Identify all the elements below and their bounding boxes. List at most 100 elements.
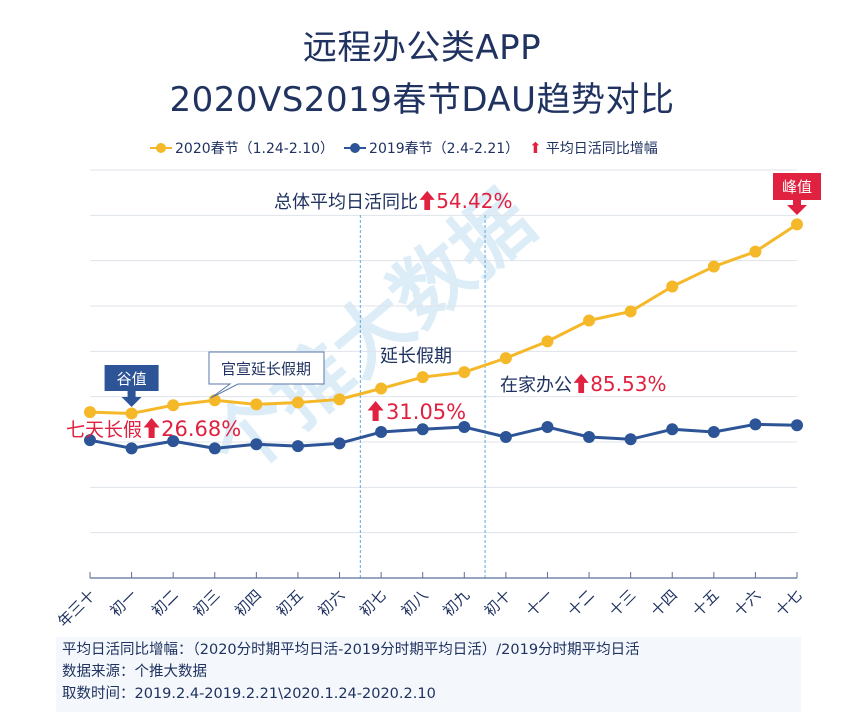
- legend-label-2020: 2020春节（1.24-2.10）: [175, 141, 335, 157]
- series-2020-point: [624, 305, 637, 318]
- x-tick-label: 初一: [106, 586, 140, 620]
- x-tick-label: 初四: [231, 586, 265, 620]
- overall-growth-value: 54.42%: [436, 189, 512, 213]
- x-tick-labels: 年三十 初一 初二 初三 初四 初五 初六 初七 初八 初九 初十 十一 十二 十三 十四 十五 十六 十七: [54, 586, 806, 631]
- seven-day-growth-value: 26.68%: [161, 417, 241, 441]
- home-office-growth-value: 85.53%: [590, 372, 666, 396]
- series-2020-point: [791, 218, 803, 231]
- chart-title-line1: 远程办公类APP: [302, 28, 542, 68]
- period-dividers: [359, 215, 486, 580]
- x-tick-label: 初七: [356, 586, 390, 620]
- gridlines: [90, 169, 797, 534]
- extended-holiday-value: 31.05%: [386, 400, 466, 424]
- series-2020-point: [333, 393, 346, 406]
- series-2020-point: [458, 366, 471, 379]
- up-arrow-icon: [419, 190, 435, 210]
- x-tick-label: 初二: [148, 586, 182, 620]
- series-2019-point: [624, 433, 637, 446]
- footnote-formula: 平均日活同比增幅：（2020分时期平均日活-2019分时期平均日活）/2019分…: [62, 642, 640, 658]
- series-2020-point: [583, 314, 596, 327]
- extended-holiday-label: 延长假期: [380, 346, 452, 367]
- valley-badge: [104, 365, 159, 391]
- x-axis: [89, 572, 798, 579]
- series-lines: [84, 218, 803, 455]
- up-arrow-icon: [367, 400, 384, 421]
- x-tick-label: 初五: [273, 586, 307, 620]
- series-2019-point: [666, 423, 679, 436]
- series-2020-point: [291, 396, 304, 409]
- overall-growth-label: 总体平均日活同比: [274, 192, 418, 213]
- peak-badge: [773, 173, 821, 200]
- home-office-growth-label: 在家办公: [500, 375, 572, 396]
- series-2019-point: [167, 435, 180, 448]
- down-arrow-icon: [121, 391, 142, 407]
- legend-label-growth: 平均日活同比增幅: [545, 141, 658, 157]
- footnote-box: 平均日活同比增幅：（2020分时期平均日活-2019分时期平均日活）/2019分…: [56, 637, 801, 712]
- series-2019-point: [208, 442, 221, 455]
- series-2019-point: [583, 431, 596, 444]
- up-arrow-icon: [573, 373, 589, 393]
- callout-label: 官宣延长假期: [221, 360, 311, 378]
- series-2019-point: [250, 438, 263, 451]
- valley-label: 谷值: [117, 370, 147, 388]
- series-2020-point: [167, 399, 180, 412]
- series-2019-line: [89, 422, 798, 450]
- up-arrow-icon: [143, 417, 160, 438]
- callout-box: [208, 351, 325, 399]
- x-tick-label: 十七: [772, 586, 806, 620]
- series-2020-point: [707, 260, 720, 273]
- series-2019-point: [125, 442, 138, 455]
- series-2020-point: [375, 382, 388, 395]
- legend-item-2019: 2019春节（2.4-2.21）: [344, 138, 519, 158]
- legend-item-growth: ⬆ 平均日活同比增幅: [529, 138, 658, 158]
- series-2020-point: [84, 406, 96, 419]
- footnote-date-range: 取数时间：2019.2.4-2019.2.21\2020.1.24-2020.2…: [62, 686, 436, 702]
- series-2019-point: [749, 418, 762, 431]
- series-2019-point: [416, 423, 429, 436]
- x-tick-label: 十一: [522, 586, 556, 620]
- series-2019-point: [291, 440, 304, 453]
- series-2020-point: [666, 280, 679, 293]
- series-2019-point: [375, 426, 388, 439]
- x-tick-label: 年三十: [54, 586, 99, 631]
- x-tick-label: 十五: [689, 586, 723, 620]
- x-tick-label: 十六: [730, 586, 764, 620]
- series-2020-point: [541, 335, 554, 348]
- series-2019-point: [541, 421, 554, 434]
- series-2019-point: [499, 431, 512, 444]
- x-tick-label: 初六: [314, 586, 348, 620]
- series-2019-point: [84, 434, 96, 447]
- series-2019-point: [333, 437, 346, 450]
- x-tick-label: 初八: [398, 586, 432, 620]
- x-tick-label: 初十: [481, 586, 515, 620]
- footnote-source: 数据来源：个推大数据: [62, 664, 207, 680]
- series-2020-point: [250, 398, 263, 411]
- seven-day-growth-label: 七天长假: [66, 419, 142, 441]
- series-2020-line: [89, 223, 798, 415]
- x-tick-label: 十四: [647, 586, 681, 620]
- x-tick-label: 初三: [190, 586, 224, 620]
- legend-item-2020: 2020春节（1.24-2.10）: [150, 138, 334, 158]
- chart-title-line2: 2020VS2019春节DAU趋势对比: [169, 80, 675, 120]
- series-2020-point: [749, 245, 762, 258]
- peak-label: 峰值: [782, 178, 812, 196]
- legend: 2020春节（1.24-2.10） 2019春节（2.4-2.21） ⬆ 平均日…: [150, 138, 664, 158]
- series-2019-point: [458, 421, 471, 434]
- x-tick-label: 十二: [564, 586, 598, 620]
- legend-marker-2019: [344, 143, 367, 153]
- watermark-text: 个推大数据: [194, 175, 551, 495]
- series-2020-point: [125, 407, 138, 420]
- x-tick-label: 十三: [606, 586, 640, 620]
- up-arrow-icon: ⬆: [529, 139, 542, 157]
- series-2019-point: [707, 426, 720, 439]
- x-tick-label: 初九: [439, 586, 473, 620]
- series-2020-point: [416, 371, 429, 384]
- watermark: 个推大数据: [194, 175, 551, 495]
- legend-marker-2020: [150, 143, 172, 153]
- series-2020-point: [499, 352, 512, 365]
- annotations: 总体平均日活同比 54.42% 七天长假 26.68% 延长假期 31.05% 在家办公 85…: [66, 173, 821, 441]
- series-2019-point: [791, 419, 803, 432]
- down-arrow-icon: [787, 200, 807, 215]
- legend-label-2019: 2019春节（2.4-2.21）: [369, 141, 520, 157]
